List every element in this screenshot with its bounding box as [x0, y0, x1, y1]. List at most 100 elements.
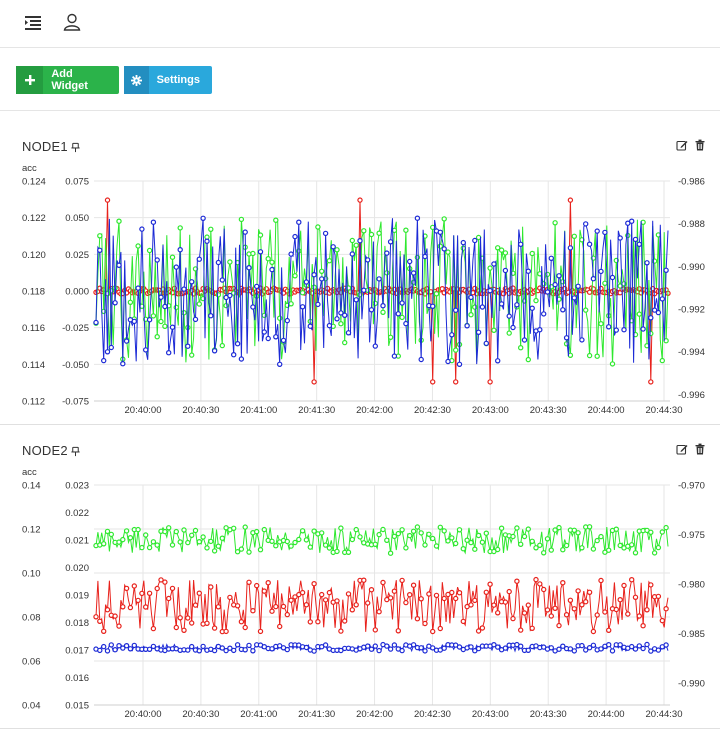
- mid-tick-label: 0.000: [65, 287, 89, 298]
- data-point: [368, 586, 375, 593]
- x-tick-label: 20:41:00: [240, 709, 277, 720]
- data-point: [422, 542, 428, 548]
- data-point: [629, 643, 635, 650]
- data-point: [514, 525, 520, 531]
- data-point: [257, 249, 264, 255]
- data-point: [303, 537, 310, 543]
- data-point: [468, 539, 474, 546]
- data-point: [246, 549, 252, 555]
- data-point: [277, 315, 283, 321]
- data-point: [453, 347, 459, 353]
- widget-title-text: NODE2: [22, 443, 68, 458]
- settings-button[interactable]: Settings: [124, 66, 212, 94]
- left-tick-label: 0.14: [22, 481, 41, 492]
- series-points-blue: [93, 641, 669, 654]
- data-point: [586, 524, 593, 530]
- data-point: [602, 609, 608, 615]
- list-indent-icon[interactable]: [21, 10, 45, 34]
- data-point: [441, 216, 447, 222]
- data-point: [563, 611, 570, 618]
- data-point: [613, 526, 620, 532]
- data-point: [472, 237, 478, 244]
- data-point: [498, 525, 505, 531]
- trash-icon[interactable]: [694, 138, 706, 151]
- data-point: [571, 233, 578, 240]
- mid-tick-label: 0.050: [65, 213, 89, 224]
- data-point: [223, 302, 229, 309]
- node2-chart: acc 0.14 0.12 0.10 0.08 0.06 0.04 0.023 0.022 0.0…: [22, 467, 705, 720]
- data-point: [334, 548, 340, 555]
- data-point: [273, 334, 279, 340]
- thumbtack-icon[interactable]: [70, 141, 81, 153]
- data-point: [162, 579, 168, 585]
- data-point: [269, 646, 275, 652]
- data-point: [108, 344, 115, 351]
- data-point: [414, 215, 421, 221]
- data-point: [261, 588, 267, 594]
- data-point: [192, 602, 199, 608]
- data-point: [246, 579, 252, 585]
- data-point: [204, 238, 210, 244]
- data-point: [602, 229, 608, 236]
- data-point: [648, 582, 654, 588]
- mid-tick-label: 0.025: [65, 250, 89, 261]
- data-point: [242, 624, 248, 631]
- data-point: [636, 311, 643, 317]
- data-point: [227, 594, 233, 601]
- data-point: [410, 270, 417, 276]
- data-point: [529, 538, 535, 545]
- data-point: [322, 642, 329, 648]
- data-point: [556, 524, 562, 531]
- thumbtack-icon[interactable]: [70, 445, 81, 457]
- trash-icon[interactable]: [694, 442, 706, 455]
- data-point: [449, 535, 455, 541]
- data-point: [609, 361, 616, 367]
- data-point: [598, 577, 604, 584]
- data-point: [242, 647, 248, 653]
- edit-icon[interactable]: [676, 138, 688, 151]
- data-point: [116, 262, 122, 268]
- data-point: [525, 356, 532, 363]
- user-icon[interactable]: [60, 10, 84, 34]
- data-point: [586, 352, 593, 359]
- x-tick-label: 20:44:30: [646, 709, 683, 720]
- data-point: [433, 592, 440, 599]
- data-point: [617, 642, 623, 648]
- data-point: [602, 280, 608, 286]
- data-point: [288, 597, 294, 603]
- widget-node1: acc 0.124 0.122 0.120 0.118 0.116 0.114 0.112 0.…: [0, 126, 720, 425]
- data-point: [242, 229, 248, 235]
- data-point: [590, 546, 597, 552]
- data-point: [142, 347, 149, 353]
- data-point: [372, 643, 378, 649]
- data-point: [208, 312, 214, 319]
- data-point: [632, 236, 639, 243]
- edit-icon[interactable]: [676, 442, 688, 455]
- data-point: [185, 615, 191, 621]
- data-point: [365, 257, 371, 263]
- data-point: [453, 595, 459, 602]
- data-point: [629, 218, 635, 224]
- data-point: [365, 643, 371, 649]
- data-point: [663, 267, 669, 273]
- x-tick-label: 20:41:00: [240, 405, 277, 416]
- data-point: [127, 646, 134, 652]
- data-point: [456, 527, 463, 533]
- data-point: [185, 647, 191, 653]
- right-tick-label: -0.986: [678, 177, 705, 188]
- left-tick-label: 0.112: [22, 397, 45, 408]
- data-point: [399, 314, 405, 321]
- data-point: [552, 605, 558, 611]
- data-point: [315, 618, 321, 625]
- data-point: [230, 525, 237, 532]
- data-point: [468, 294, 474, 301]
- data-point: [613, 606, 620, 613]
- data-point: [453, 540, 459, 547]
- plus-icon: [16, 66, 44, 94]
- data-point: [123, 585, 130, 592]
- data-point: [299, 304, 306, 310]
- data-point: [407, 591, 413, 598]
- data-point: [284, 538, 290, 545]
- add-widget-button[interactable]: Add Widget: [16, 66, 119, 94]
- data-point: [215, 292, 222, 298]
